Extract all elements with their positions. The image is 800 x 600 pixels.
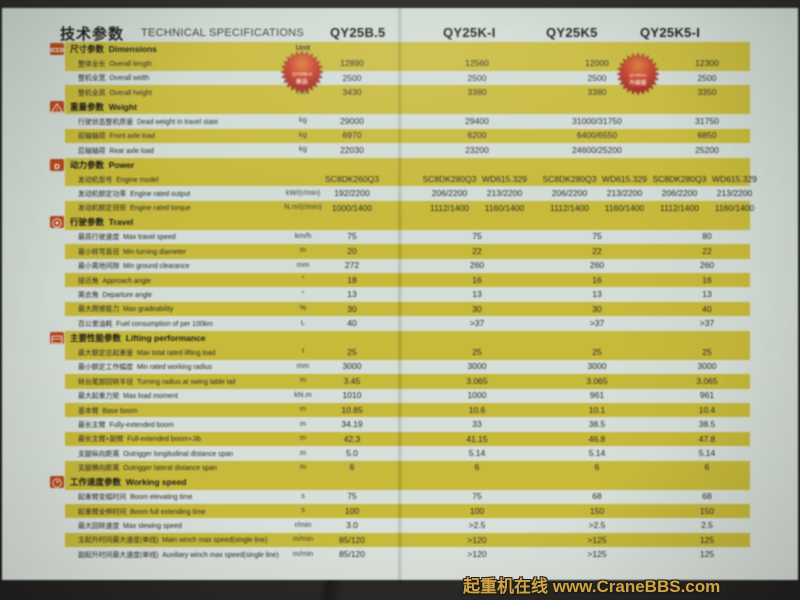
svg-text:D: D — [54, 161, 60, 170]
svg-text:QY25K5-I: QY25K5-I — [629, 73, 647, 78]
svg-text:QY25B.5: QY25B.5 — [292, 72, 312, 78]
